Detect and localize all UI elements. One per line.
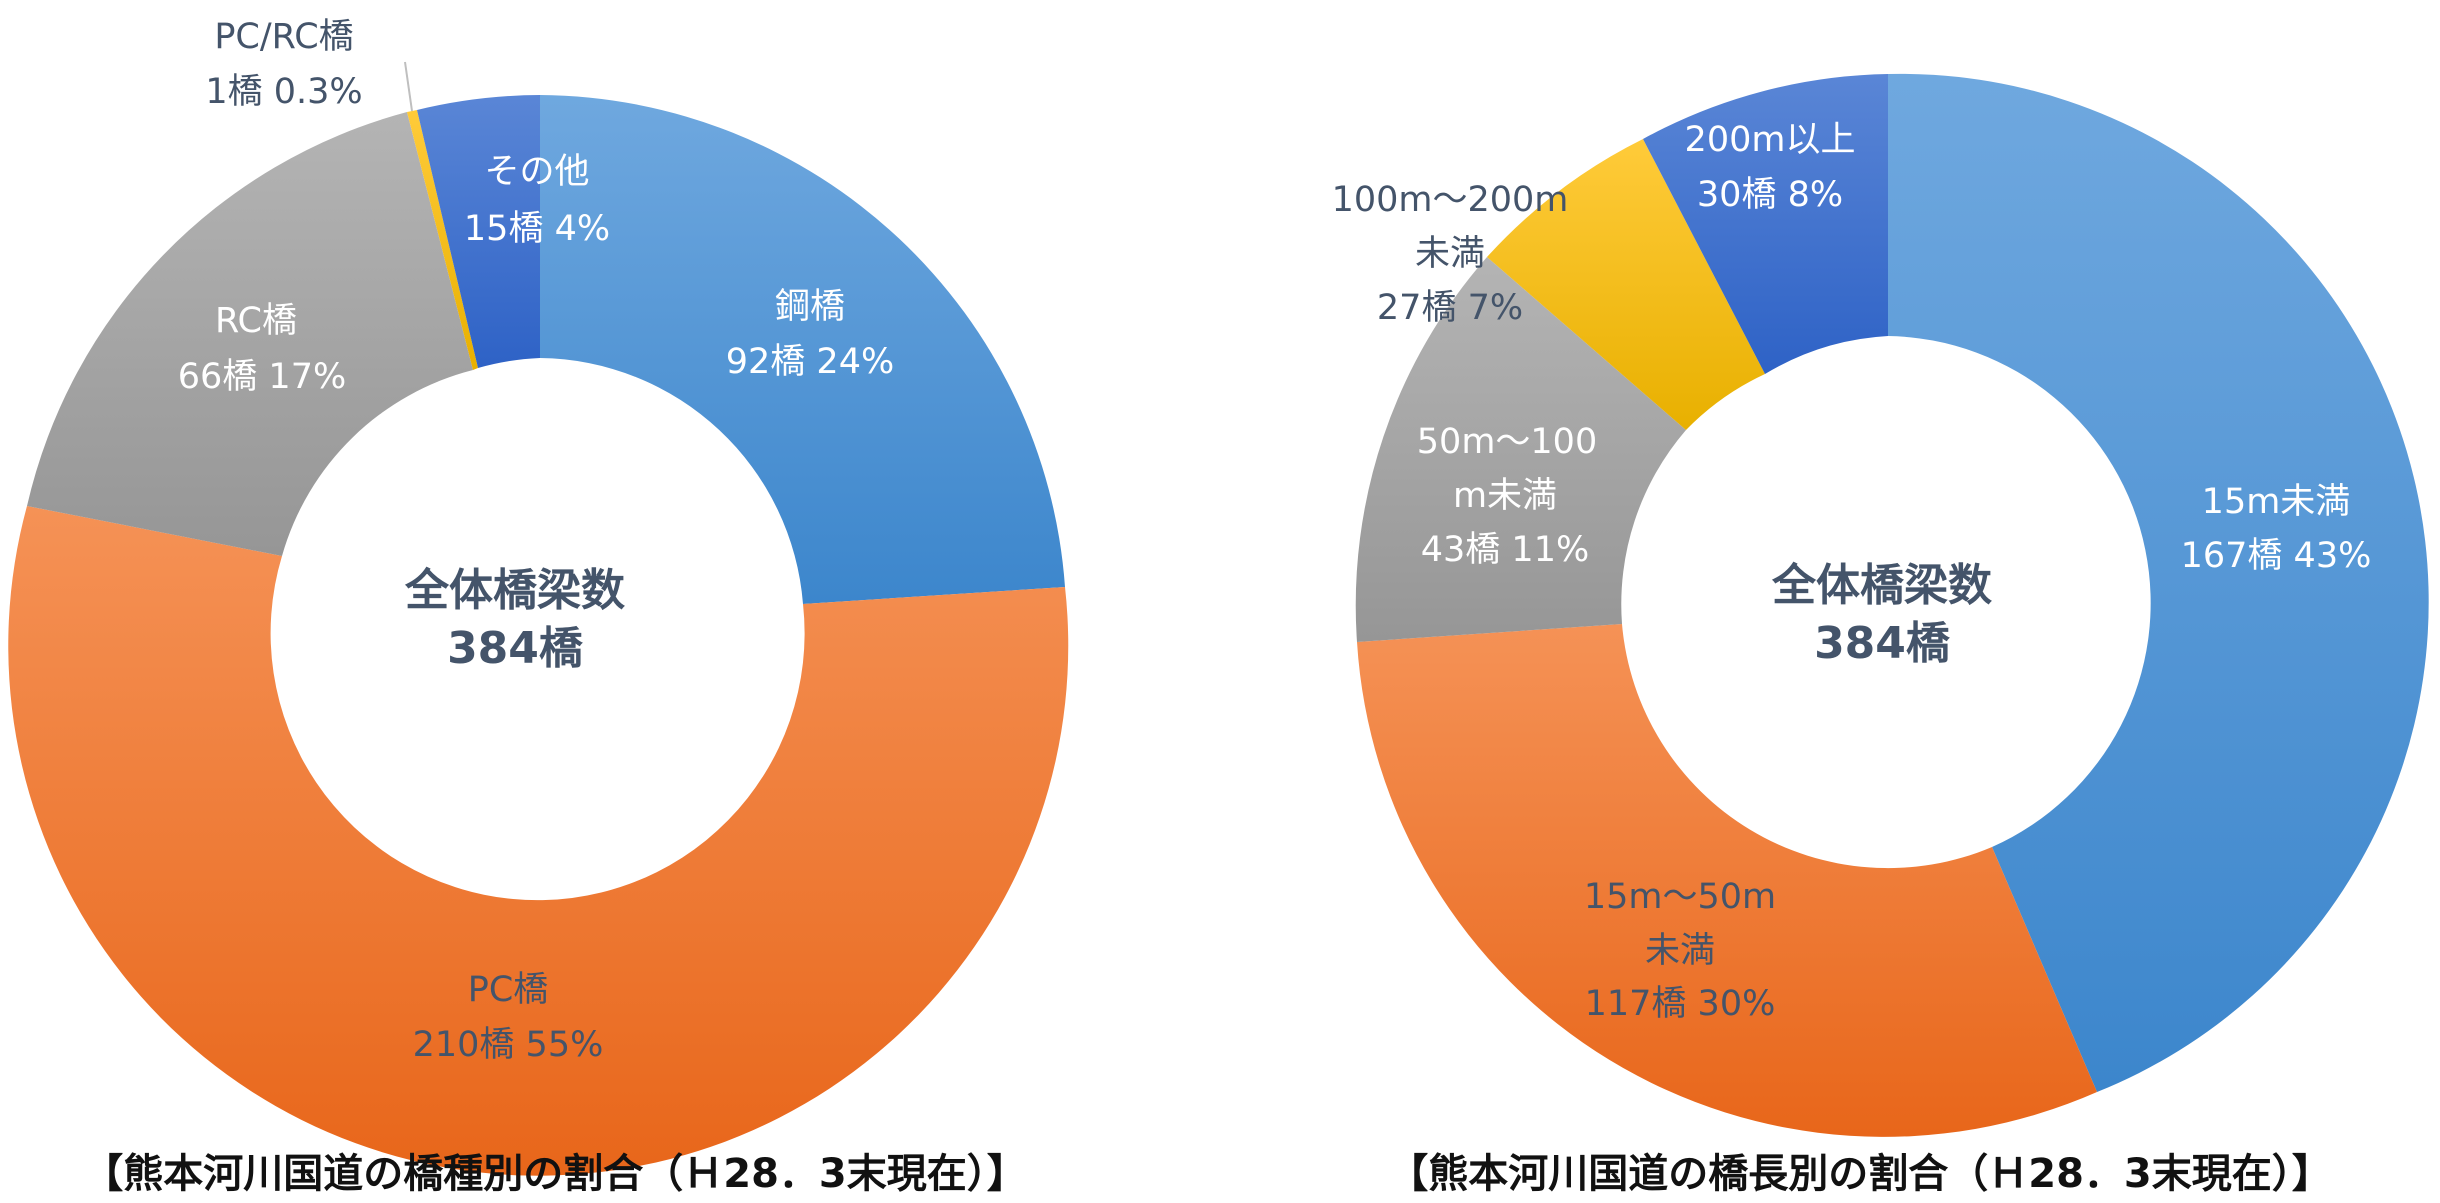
label-steel-name: 鋼橋 (775, 287, 845, 327)
label-other-value: 15橋 4% (464, 209, 610, 249)
slice-pc-rc-bridge (407, 110, 478, 370)
slice-under-15m (1888, 73, 2429, 1092)
slice-over-200m (1643, 74, 1888, 374)
leader-line-pc-rc (404, 61, 413, 112)
label-other-name: その他 (484, 152, 589, 192)
label-50m-100m-line3: 43橋 11% (1421, 530, 1589, 570)
center-label-total: 384橋 (447, 623, 583, 674)
label-100m-200m-line3: 27橋 7% (1377, 288, 1523, 328)
label-under-15m-line2: 167橋 43% (2181, 536, 2372, 576)
label-50m-100m-line1: 50m～100 (1417, 422, 1597, 462)
label-rc-value: 66橋 17% (178, 357, 346, 397)
slice-15m-50m (1357, 624, 2097, 1137)
label-15m-50m-line1: 15m～50m (1584, 877, 1776, 917)
label-15m-50m-line3: 117橋 30% (1585, 984, 1776, 1024)
label-50m-100m-line2: m未満 (1453, 476, 1557, 516)
label-pc-value: 210橋 55% (413, 1025, 604, 1065)
donut-chart-bridge-type: 鋼橋 92橋 24% PC橋 210橋 55% RC橋 66橋 17% PC/R… (8, 17, 1069, 1176)
slice-steel-bridge (540, 95, 1065, 604)
label-over-200m-line2: 30橋 8% (1697, 175, 1843, 215)
center-label-total: 384橋 (1814, 618, 1950, 669)
label-15m-50m-line2: 未満 (1645, 931, 1715, 971)
label-rc-name: RC橋 (215, 301, 297, 341)
center-label-title: 全体橋梁数 (404, 565, 625, 616)
label-100m-200m-line2: 未満 (1415, 234, 1485, 274)
slice-rc-bridge (27, 112, 473, 556)
slice-pc-bridge (8, 506, 1069, 1176)
label-under-15m-line1: 15m未満 (2202, 482, 2351, 522)
donut-chart-bridge-length: 15m未満 167橋 43% 15m～50m 未満 117橋 30% 50m～1… (1332, 73, 2429, 1137)
label-100m-200m-line1: 100m～200m (1332, 180, 1569, 220)
label-pc-rc-value: 1橋 0.3% (205, 72, 362, 112)
slice-50m-100m (1355, 257, 1686, 642)
label-pc-name: PC橋 (468, 970, 549, 1010)
slice-100m-200m (1487, 139, 1765, 430)
center-label-title: 全体橋梁数 (1771, 560, 1992, 611)
label-pc-rc-name: PC/RC橋 (214, 17, 353, 57)
caption-bridge-length: 【熊本河川国道の橋長別の割合（Ｈ28．3末現在）】 (1388, 1151, 2332, 1197)
slice-other-bridge (417, 95, 540, 368)
label-steel-value: 92橋 24% (726, 342, 894, 382)
caption-bridge-type: 【熊本河川国道の橋種別の割合（Ｈ28．3末現在）】 (83, 1151, 1027, 1197)
label-over-200m-line1: 200m以上 (1685, 120, 1856, 160)
